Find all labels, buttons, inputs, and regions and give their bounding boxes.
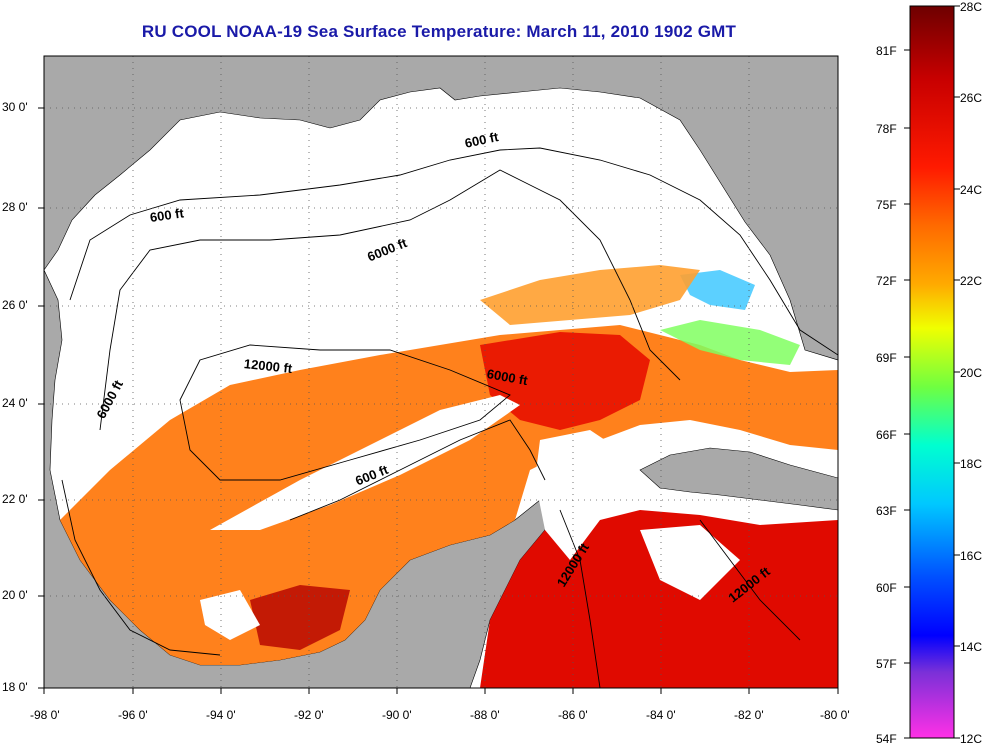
cloud-south [640,525,740,600]
colorbar-fahrenheit-label: 54F [876,732,897,746]
colorbar [909,5,955,739]
contour-600ft-west [61,479,221,656]
colorbar-celsius-label: 24C [960,183,983,197]
colorbar-celsius-label: 16C [960,549,983,563]
contour-600ft-north [69,147,838,356]
lon-tick-label: -80 0' [820,708,850,722]
colorbar-celsius-label: 22C [960,274,983,288]
contour-caribbean-1 [559,509,601,688]
colorbar-fahrenheit-label: 60F [876,581,897,595]
lat-tick-label: 28 0' [2,200,28,214]
lon-tick-label: -82 0' [734,708,764,722]
lon-tick-label: -98 0' [30,708,60,722]
lon-tick-label: -94 0' [206,708,236,722]
contour-600ft-yucatan [289,419,546,521]
sst-orange-north [480,265,700,325]
sst-main-warm [60,325,838,665]
colorbar-fahrenheit-label: 72F [876,274,897,288]
cloud-band [210,395,520,530]
colorbar-fahrenheit-label: 81F [876,44,897,58]
bathymetry-contours [61,147,838,688]
colorbar-fahrenheit-label: 69F [876,351,897,365]
colorbar-fahrenheit-label: 75F [876,198,897,212]
contour-12000ft [179,344,511,481]
land-cuba [639,447,838,511]
sst-red-core [480,332,650,430]
lat-tick-label: 22 0' [2,492,28,506]
lon-tick-label: -92 0' [294,708,324,722]
lon-tick-label: -86 0' [558,708,588,722]
lat-tick-label: 24 0' [2,396,28,410]
cloud-bay [200,590,260,640]
colorbar-fahrenheit-label: 57F [876,657,897,671]
colorbar-celsius-label: 26C [960,91,983,105]
colorbar-celsius-label: 20C [960,366,983,380]
sst-cool-patch [680,270,755,310]
lat-tick-label: 20 0' [2,588,28,602]
sst-green-patch [660,320,800,365]
lat-tick-label: 26 0' [2,298,28,312]
cloud-yucatan [535,430,620,560]
contour-6000ft-north [99,169,681,431]
graticule [44,56,838,688]
colorbar-celsius-label: 14C [960,640,983,654]
lat-tick-label: 30 0' [2,100,28,114]
lon-tick-label: -88 0' [470,708,500,722]
colorbar-celsius-label: 12C [960,732,983,746]
colorbar-celsius-label: 18C [960,457,983,471]
lon-tick-label: -90 0' [382,708,412,722]
colorbar-celsius-label: 28C [960,0,983,14]
colorbar-fahrenheit-label: 63F [876,504,897,518]
map-frame [43,55,839,689]
colorbar-fahrenheit-label: 78F [876,122,897,136]
colorbar-ticks [904,5,960,739]
lat-tick-label: 18 0' [2,680,28,694]
sst-dark-red-patch [250,585,350,650]
land-north [44,56,838,361]
map-title: RU COOL NOAA-19 Sea Surface Temperature:… [141,22,737,41]
lon-tick-label: -96 0' [118,708,148,722]
contour-caribbean-2 [699,519,801,641]
colorbar-fahrenheit-label: 66F [876,428,897,442]
axis-ticks [38,107,839,694]
lon-tick-label: -84 0' [646,708,676,722]
